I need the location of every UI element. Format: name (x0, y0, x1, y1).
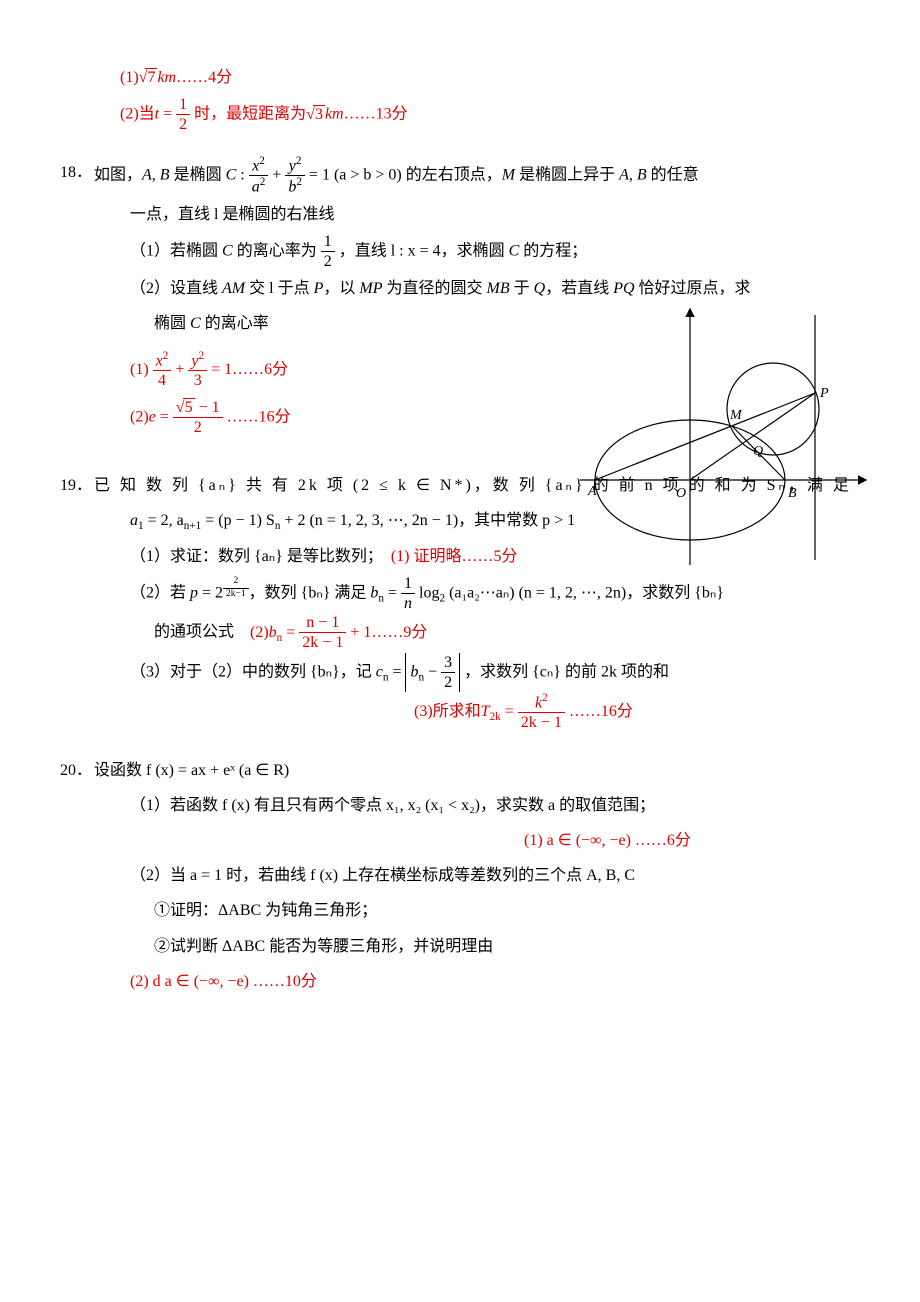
svg-text:Q: Q (753, 444, 763, 459)
answer-20-2: (2) d a ∈ (−∞, −e) ……10分 (94, 964, 854, 999)
p20-line1: 设函数 f (x) = ax + eˣ (a ∈ R) (94, 753, 854, 788)
p19-q3: （3）对于（2）中的数列 {bₙ}，记 cn = bn − 32 ，求数列 {c… (94, 653, 854, 692)
frac-y23: y23 (188, 350, 207, 391)
unit: km (325, 106, 344, 123)
problem-17-answers: (1)7km……4分 (2)当t = 12 时，最短距离为3km……13分 (60, 60, 860, 135)
p18-line1: 如图，A, B 是椭圆 C : x2a2 + y2b2 = 1 (a > b >… (94, 155, 854, 197)
frac-x24: x24 (153, 350, 172, 391)
p20-q2-sub1: ①证明：ΔABC 为钝角三角形； (94, 893, 854, 928)
points: 4分 (208, 69, 232, 86)
sqrt-icon: 5 (176, 399, 195, 416)
eq: = (163, 106, 172, 123)
p19-q2-line2: 的通项公式 (2)bn = n − 12k − 1 + 1……9分 (94, 613, 854, 652)
answer-20-1: (1) a ∈ (−∞, −e) ……6分 (94, 823, 854, 858)
problem-19: 19． 已 知 数 列 {aₙ} 共 有 2k 项 (2 ≤ k ∈ N*)，数… (60, 468, 860, 733)
p20-q1: （1）若函数 f (x) 有且只有两个零点 x₁, x₂ (x₁ < x₂)，求… (94, 788, 854, 823)
answer-19-1: (1) 证明略……5分 (391, 548, 518, 565)
problem-number: 19． (60, 468, 90, 503)
svg-text:M: M (729, 408, 743, 423)
frac-half: 12 (321, 232, 335, 271)
frac-half: 12 (176, 95, 190, 134)
problem-18: 18． 如图，A, B 是椭圆 C : x2a2 + y2b2 = 1 (a >… (60, 155, 860, 438)
p19-q1: （1）求证：数列 {aₙ} 是等比数列； (1) 证明略……5分 (94, 539, 854, 574)
var-t: t (155, 106, 159, 123)
p19-line2: a1 = 2, an+1 = (p − 1) Sn + 2 (n = 1, 2,… (94, 503, 854, 539)
unit: km (157, 69, 176, 86)
dots: …… (176, 69, 208, 86)
frac-y2b2: y2b2 (285, 155, 305, 197)
frac-x2a2: x2a2 (249, 155, 269, 197)
p19-line1: 已 知 数 列 {aₙ} 共 有 2k 项 (2 ≤ k ∈ N*)，数 列 {… (94, 468, 854, 503)
txt: 时，最短距离为 (194, 106, 306, 123)
answer-19-2: (2)bn = n − 12k − 1 + 1……9分 (250, 624, 427, 641)
problem-number: 18． (60, 155, 90, 190)
frac-T2k: k22k − 1 (518, 692, 565, 733)
ans-prefix: (1) (120, 69, 139, 86)
frac-1n: 1n (401, 574, 415, 613)
points: 13分 (376, 106, 408, 123)
svg-text:P: P (819, 386, 829, 401)
txt: 当 (139, 106, 155, 123)
dots: …… (344, 106, 376, 123)
sqrt-icon: 7 (139, 69, 158, 86)
p18-line2: 一点，直线 l 是椭圆的右准线 (94, 197, 854, 232)
answer-19-3: (3)所求和T2k = k22k − 1 ……16分 (94, 692, 854, 733)
problem-body: 设函数 f (x) = ax + eˣ (a ∈ R) （1）若函数 f (x)… (94, 753, 854, 999)
abs-value: bn − 32 (405, 653, 460, 692)
p20-q2-sub2: ②试判断 ΔABC 能否为等腰三角形，并说明理由 (94, 929, 854, 964)
p18-q1: （1）若椭圆 C 的离心率为 12 ，直线 l : x = 4，求椭圆 C 的方… (94, 232, 854, 271)
p20-q2: （2）当 a = 1 时，若曲线 f (x) 上存在横坐标成等差数列的三个点 A… (94, 858, 854, 893)
frac-e: 5 − 12 (173, 398, 223, 437)
frac-bn: n − 12k − 1 (299, 613, 346, 652)
ans-prefix: (2) (120, 106, 139, 123)
problem-number: 20． (60, 753, 90, 788)
problem-body: 已 知 数 列 {aₙ} 共 有 2k 项 (2 ≤ k ∈ N*)，数 列 {… (94, 468, 854, 733)
p18-q2-line1: （2）设直线 AM 交 l 于点 P，以 MP 为直径的圆交 MB 于 Q，若直… (94, 271, 854, 306)
answer-17-1: (1)7km……4分 (60, 60, 860, 95)
sqrt-icon: 3 (306, 106, 325, 123)
problem-20: 20． 设函数 f (x) = ax + eˣ (a ∈ R) （1）若函数 f… (60, 753, 860, 999)
answer-17-2: (2)当t = 12 时，最短距离为3km……13分 (60, 95, 860, 134)
p19-q2-line1: （2）若 p = 222k−1，数列 {bₙ} 满足 bn = 1n log2 … (94, 574, 854, 613)
